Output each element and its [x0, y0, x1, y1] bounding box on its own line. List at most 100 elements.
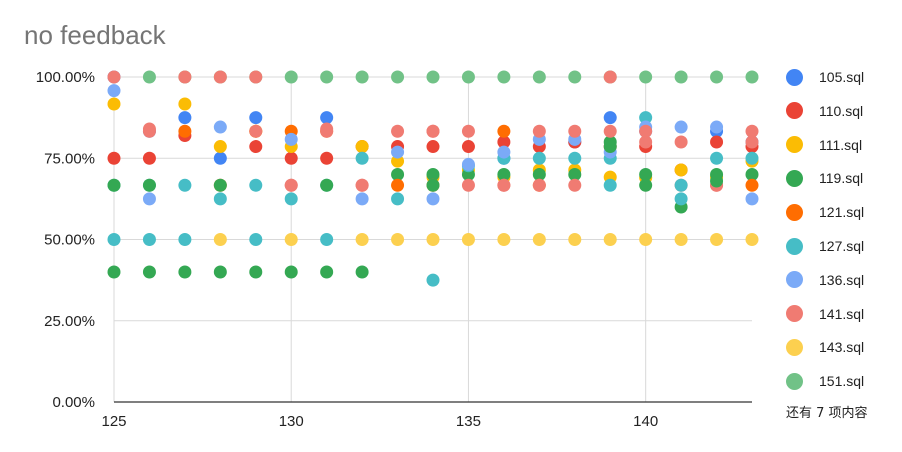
- legend-label: 121.sql: [819, 204, 865, 221]
- data-point: [497, 70, 511, 84]
- data-point: [355, 233, 369, 246]
- data-point: [142, 265, 156, 279]
- x-tick-label: 140: [633, 413, 658, 430]
- data-point: [213, 192, 227, 206]
- legend-label: 105.sql: [819, 69, 865, 85]
- data-point: [745, 124, 759, 138]
- data-point: [391, 178, 405, 192]
- data-point: [107, 97, 121, 111]
- data-point: [710, 151, 724, 165]
- x-tick-label: 125: [101, 413, 126, 430]
- data-point: [320, 233, 334, 246]
- data-point: [426, 233, 440, 246]
- data-point: [142, 233, 156, 246]
- data-point: [674, 120, 688, 134]
- legend-label: 110.sql: [819, 102, 864, 119]
- data-point: [568, 70, 582, 84]
- data-point: [142, 178, 156, 192]
- data-point: [320, 70, 334, 84]
- data-point: [284, 265, 298, 279]
- data-point: [639, 70, 653, 84]
- legend-item: 127.sql: [786, 236, 864, 256]
- data-point: [284, 70, 298, 84]
- data-point: [249, 178, 263, 192]
- data-point: [710, 174, 724, 188]
- data-point: [497, 135, 511, 149]
- data-point: [355, 178, 369, 192]
- data-point: [355, 70, 369, 84]
- data-point: [391, 70, 405, 84]
- data-point: [639, 233, 653, 246]
- legend-item: 151.sql: [786, 371, 864, 391]
- data-point: [391, 233, 405, 246]
- legend-label: 141.sql: [819, 305, 865, 322]
- data-point: [603, 111, 617, 125]
- data-point: [745, 192, 759, 206]
- legend-swatch: [786, 237, 803, 255]
- legend-swatch: [786, 203, 803, 221]
- legend-swatch: [786, 68, 803, 86]
- data-point: [426, 178, 440, 192]
- data-point: [461, 140, 475, 154]
- data-point: [639, 124, 653, 138]
- data-point: [355, 192, 369, 206]
- y-tick-label: 25.00%: [44, 313, 95, 330]
- legend-item: 119.sql: [786, 168, 863, 188]
- data-point: [249, 124, 263, 138]
- legend-swatch: [786, 271, 803, 289]
- data-point: [142, 70, 156, 84]
- legend-item: 143.sql: [786, 337, 864, 357]
- data-point: [568, 124, 582, 138]
- legend-swatch: [786, 169, 803, 187]
- data-point: [603, 124, 617, 138]
- data-point: [107, 84, 121, 98]
- data-point: [745, 178, 759, 192]
- legend-label: 151.sql: [819, 373, 865, 390]
- data-point: [568, 178, 582, 192]
- data-point: [355, 140, 369, 154]
- data-point: [213, 178, 227, 192]
- data-point: [568, 168, 582, 181]
- data-point: [107, 265, 121, 279]
- data-point: [213, 265, 227, 279]
- data-point: [178, 124, 192, 138]
- data-point: [107, 151, 121, 165]
- data-point: [426, 273, 440, 287]
- data-point: [745, 135, 759, 149]
- data-point: [461, 157, 475, 171]
- legend-label: 111.sql: [819, 136, 863, 153]
- data-point: [355, 265, 369, 279]
- data-point: [249, 140, 263, 154]
- data-point: [745, 70, 759, 84]
- legend-label: 143.sql: [819, 339, 865, 356]
- data-point: [532, 151, 546, 165]
- legend-label: 127.sql: [819, 238, 865, 254]
- data-point: [461, 70, 475, 84]
- data-point: [568, 151, 582, 165]
- data-point: [391, 168, 405, 181]
- legend-item: 111.sql: [786, 135, 862, 155]
- data-point: [674, 192, 688, 206]
- data-point: [674, 70, 688, 84]
- legend-more-items[interactable]: 还有 7 项内容: [786, 406, 868, 421]
- data-point: [426, 140, 440, 154]
- data-point: [603, 70, 617, 84]
- y-tick-label: 100.00%: [36, 69, 95, 86]
- data-point: [532, 233, 546, 246]
- data-point: [603, 178, 617, 192]
- data-point: [497, 145, 511, 159]
- x-tick-label: 135: [456, 413, 481, 430]
- data-point: [497, 178, 511, 192]
- y-tick-label: 50.00%: [44, 232, 95, 249]
- data-point: [284, 233, 298, 246]
- data-point: [426, 124, 440, 138]
- data-point: [107, 233, 121, 246]
- data-point: [674, 163, 688, 177]
- data-point: [639, 135, 653, 149]
- legend-item: 105.sql: [786, 67, 864, 87]
- data-point: [639, 111, 653, 125]
- data-point: [178, 111, 192, 125]
- x-tick-label: 130: [279, 413, 304, 430]
- data-point: [107, 178, 121, 192]
- axes: 0.00% 25.00% 50.00% 75.00% 100.00% 125 130 135 1…: [36, 69, 752, 430]
